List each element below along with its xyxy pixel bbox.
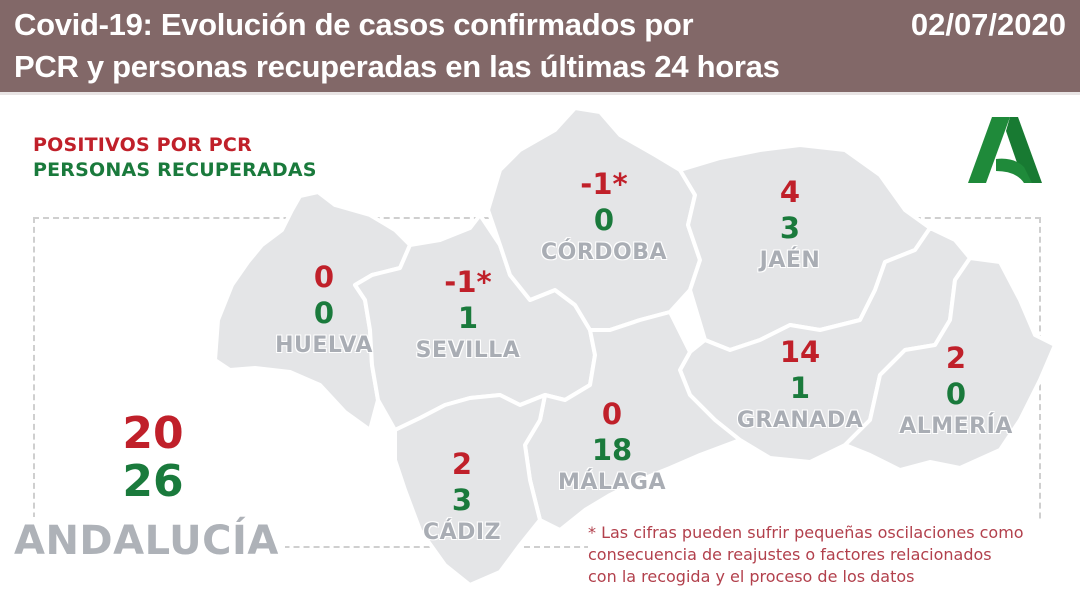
positives-value: 0 [313,260,335,294]
province-name: CÓRDOBA [540,240,668,265]
province-granada: 14 1 GRANADA [737,334,863,436]
region-name: ANDALUCÍA [14,517,285,565]
header-bar: Covid-19: Evolución de casos confirmados… [0,0,1080,92]
recovered-value: 1 [457,301,479,335]
province-cadiz: 2 3 CÁDIZ [423,446,501,548]
recovered-value: 0 [593,203,615,237]
title-line-1: Covid-19: Evolución de casos confirmados… [14,7,694,42]
footnote-line-2: consecuencia de reajustes o factores rel… [588,545,992,564]
recovered-value: 1 [789,371,811,405]
legend-positives: POSITIVOS POR PCR [33,134,252,156]
positives-value: -1* [444,265,492,299]
recovered-value: 18 [591,433,633,467]
footnote-line-3: con la recogida y el proceso de los dato… [588,567,915,586]
province-name: ALMERÍA [899,414,1013,439]
province-huelva: 0 0 HUELVA [275,259,373,361]
andalucia-total: 20 26 [122,410,183,506]
total-positives-value: 20 [122,408,184,459]
province-name: GRANADA [736,408,864,433]
province-shape-almeria [843,256,1057,472]
province-jaen: 4 3 JAÉN [760,174,821,276]
province-name: CÁDIZ [422,520,502,545]
province-malaga: 0 18 MÁLAGA [558,396,666,498]
positives-value: 4 [779,175,801,209]
legend-recovered: PERSONAS RECUPERADAS [33,159,317,181]
province-name: JAÉN [759,248,821,273]
province-name: MÁLAGA [557,470,667,495]
positives-value: 0 [601,397,623,431]
page-title: Covid-19: Evolución de casos confirmados… [14,4,780,88]
title-line-2: PCR y personas recuperadas en las última… [14,49,780,84]
footnote-line-1: * Las cifras pueden sufrir pequeñas osci… [588,523,1024,542]
province-almeria: 2 0 ALMERÍA [899,340,1013,442]
total-recovered-value: 26 [122,456,184,507]
header-divider [0,92,1080,95]
footnote: * Las cifras pueden sufrir pequeñas osci… [588,522,1068,588]
recovered-value: 3 [779,211,801,245]
legend: POSITIVOS POR PCR PERSONAS RECUPERADAS [33,133,317,183]
positives-value: -1* [580,167,628,201]
junta-de-andalucia-logo-icon [968,117,1042,183]
province-name: HUELVA [275,333,373,358]
positives-value: 2 [945,341,967,375]
positives-value: 14 [779,335,821,369]
positives-value: 2 [451,447,473,481]
province-sevilla: -1* 1 SEVILLA [416,264,521,366]
province-shape-cadiz [393,393,547,587]
province-shape-huelva [213,190,412,432]
province-name: SEVILLA [415,338,521,363]
recovered-value: 0 [945,377,967,411]
report-date: 02/07/2020 [910,7,1066,42]
recovered-value: 3 [451,483,473,517]
province-cordoba: -1* 0 CÓRDOBA [541,166,667,268]
recovered-value: 0 [313,296,335,330]
